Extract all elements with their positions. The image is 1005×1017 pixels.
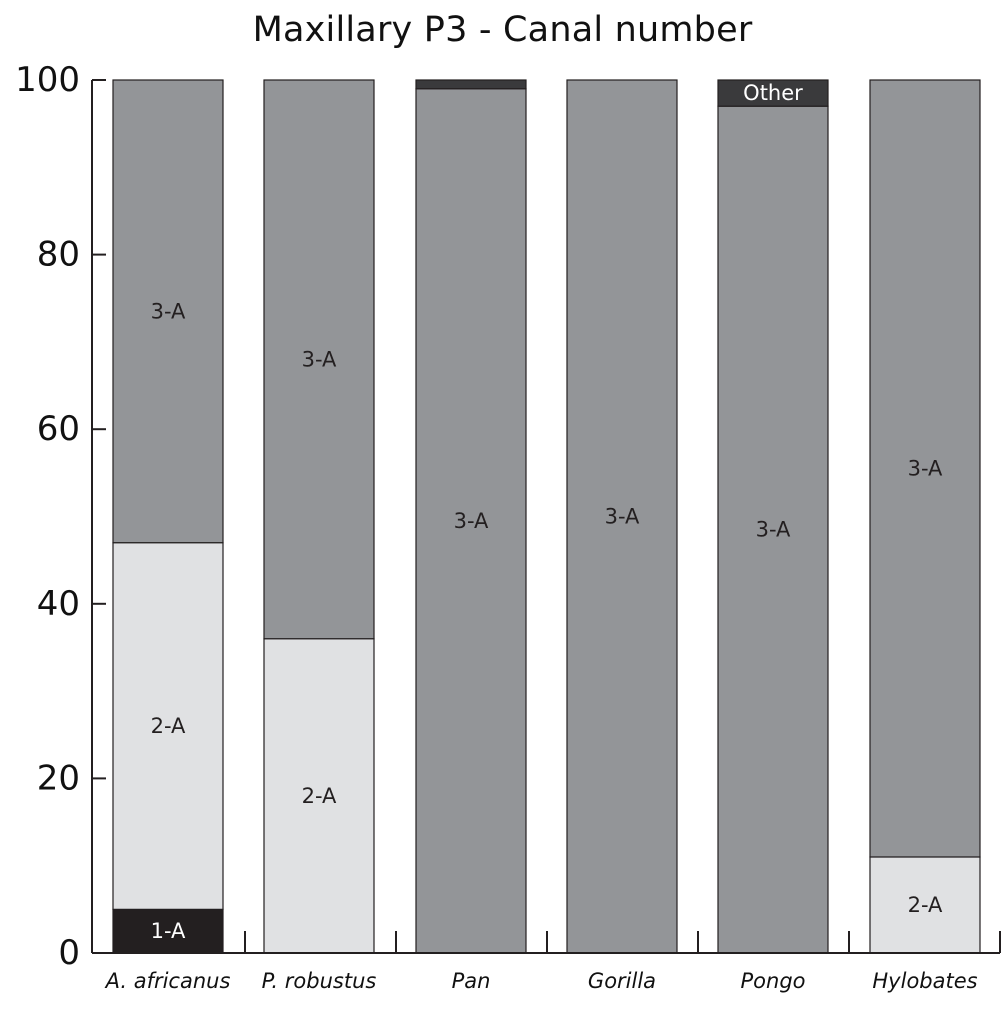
bar-segment: [263, 638, 375, 954]
bar-segment: [263, 79, 375, 640]
bar-segment: [415, 79, 527, 90]
y-tick-label: 0: [58, 933, 80, 973]
x-tick-label: A. africanus: [104, 969, 231, 993]
bar-segment-label: 1-A: [151, 919, 186, 943]
bar-segment: [112, 79, 224, 544]
bar-segment: [566, 79, 678, 954]
bar-segment-label: 3-A: [454, 509, 489, 533]
chart-title: Maxillary P3 - Canal number: [252, 10, 753, 50]
bar-segment-label: 3-A: [756, 518, 791, 542]
bar-segment-label: 3-A: [908, 456, 943, 480]
y-tick-label: 100: [15, 60, 80, 100]
y-tick-label: 60: [37, 409, 80, 449]
bar-segment-label: 2-A: [151, 714, 186, 738]
x-tick-label: Pongo: [741, 969, 806, 993]
x-tick-label: Pan: [452, 969, 491, 993]
bar-segment-label: 3-A: [302, 347, 337, 371]
x-tick-label: P. robustus: [262, 969, 377, 993]
bar-segment: [869, 79, 981, 858]
bar-segment: [112, 908, 224, 954]
bar-segment-label: 2-A: [908, 893, 943, 917]
x-tick-label: Hylobates: [872, 969, 977, 993]
bar-segment: [717, 79, 829, 107]
bar-segment: [717, 105, 829, 954]
bar-segment-label: 2-A: [302, 784, 337, 808]
bar-segment-label: Other: [743, 81, 803, 105]
y-tick-label: 20: [37, 758, 80, 798]
x-tick-label: Gorilla: [588, 969, 656, 993]
y-tick-label: 80: [37, 235, 80, 275]
bar-segment: [415, 88, 527, 954]
y-tick-label: 40: [37, 584, 80, 624]
bar-segment-label: 3-A: [605, 505, 640, 529]
bar-segment-label: 3-A: [151, 299, 186, 323]
